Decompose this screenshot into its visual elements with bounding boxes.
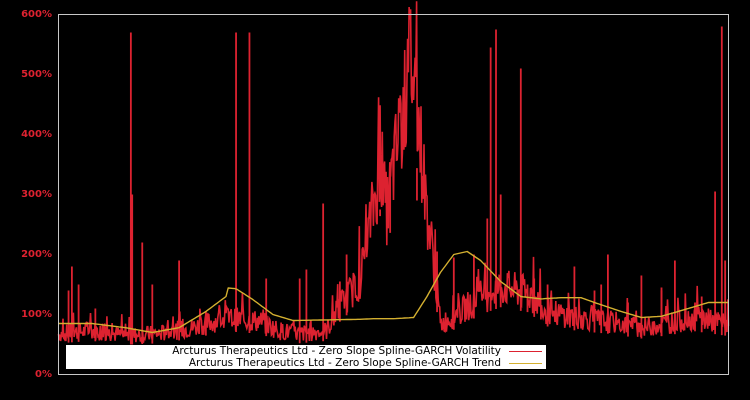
y-tick-100: 100%	[21, 309, 52, 320]
plot-frame	[58, 14, 729, 375]
legend-item-trend: Arcturus Therapeutics Ltd - Zero Slope S…	[189, 357, 546, 369]
y-tick-400: 400%	[21, 129, 52, 140]
y-tick-300: 300%	[21, 189, 52, 200]
legend-label-trend: Arcturus Therapeutics Ltd - Zero Slope S…	[188, 357, 501, 369]
trend-line	[58, 250, 729, 334]
y-tick-0: 0%	[35, 369, 52, 380]
legend-swatch-volatility	[509, 350, 542, 352]
legend-label-volatility: Arcturus Therapeutics Ltd - Zero Slope S…	[172, 345, 501, 357]
chart-legend: Arcturus Therapeutics Ltd - Zero Slope S…	[66, 345, 546, 369]
y-tick-200: 200%	[21, 249, 52, 260]
y-tick-600: 600%	[21, 9, 52, 20]
legend-swatch-trend	[509, 362, 542, 364]
legend-item-volatility: Arcturus Therapeutics Ltd - Zero Slope S…	[172, 345, 546, 357]
series-layer	[57, 1, 730, 345]
volatility-line	[57, 1, 730, 343]
y-tick-500: 500%	[21, 69, 52, 80]
